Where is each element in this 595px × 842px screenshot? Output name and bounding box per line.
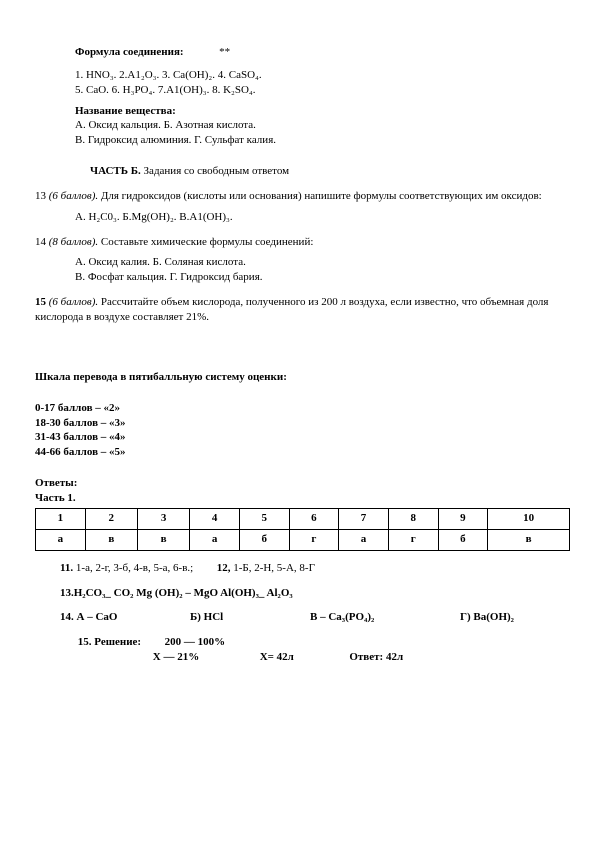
a11: 11. 1-а, 2-г, 3-б, 4-в, 5-а, 6-в.; 12, 1… <box>60 561 560 576</box>
q13: 13 (6 баллов). Для гидроксидов (кислоты … <box>35 189 560 204</box>
q13-ans: А. H₂C0₃. Б.Mg(OH)₂. В.A1(OH)₃. <box>75 210 560 225</box>
substance-line2: В. Гидроксид алюминия. Г. Сульфат калия. <box>75 133 560 148</box>
a15: 15. Решение: 200 — 100% <box>60 635 560 650</box>
partb-label: ЧАСТЬ Б. <box>90 165 141 177</box>
formula-line2: 5. CaO. 6. H₃PO₄. 7.A1(OH)₃. 8. K₂SO₄. <box>75 83 560 98</box>
answers-table: 1 2 3 4 5 6 7 8 9 10 а в в а б г а г б <box>35 508 570 551</box>
scale-row-3: 44-66 баллов – «5» <box>35 445 560 460</box>
q15: 15 (6 баллов). Рассчитайте объем кислоро… <box>35 295 560 325</box>
scale-title: Шкала перевода в пятибалльную систему оц… <box>35 370 560 385</box>
q14: 14 (8 баллов). Составьте химические форм… <box>35 235 560 250</box>
scale-row-1: 18-30 баллов – «3» <box>35 416 560 431</box>
scale-row-0: 0-17 баллов – «2» <box>35 401 560 416</box>
substance-title: Название вещества: <box>75 105 176 117</box>
substance-line1: А. Оксид кальция. Б. Азотная кислота. <box>75 118 560 133</box>
a13: 13.H₂CO₃_ CO₂ Mg (OH)₂ – MgO Al(OH)₃_ Al… <box>60 586 560 601</box>
partb-text: Задания со свободным ответом <box>141 165 289 177</box>
a15-line2: Х — 21% Х= 42л Ответ: 42л <box>60 650 560 665</box>
answers-part1: Часть 1. <box>35 491 560 506</box>
scale-row-2: 31-43 баллов – «4» <box>35 430 560 445</box>
stars: ** <box>219 46 230 58</box>
formula-line1: 1. HNO₃. 2.A1₂O₃. 3. Ca(OH)₂. 4. CaSO₄. <box>75 68 560 83</box>
q14-ans1: А. Оксид калия. Б. Соляная кислота. <box>75 255 560 270</box>
formula-title: Формула соединения: <box>75 46 184 58</box>
q14-ans2: В. Фосфат кальция. Г. Гидроксид бария. <box>75 270 560 285</box>
a14: 14. А – CaO Б) HCl В – Ca₃(PO₄)₂ Г) Ba(O… <box>60 610 560 625</box>
answers-title: Ответы: <box>35 476 560 491</box>
